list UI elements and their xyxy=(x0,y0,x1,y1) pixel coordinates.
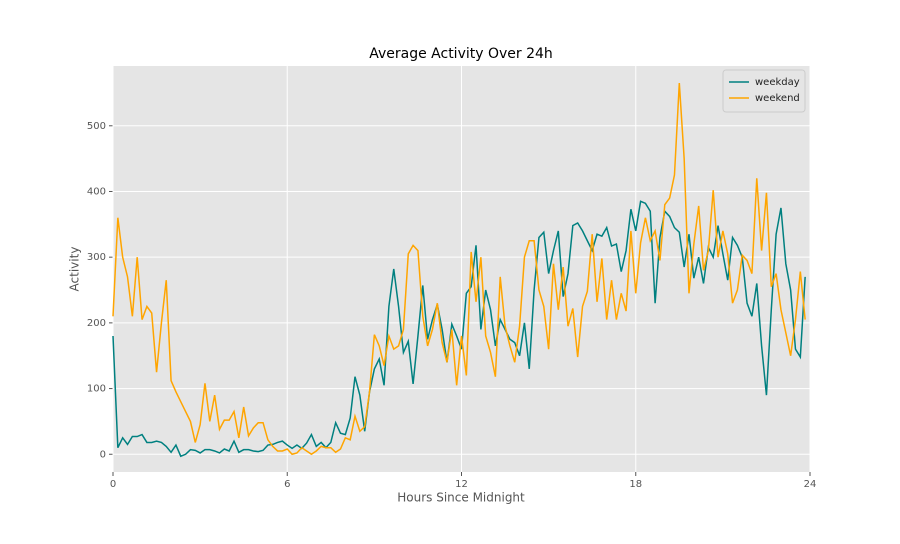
x-tick-label: 18 xyxy=(629,479,642,490)
y-tick-label: 0 xyxy=(100,449,106,460)
y-tick-label: 200 xyxy=(87,318,106,329)
chart-title: Average Activity Over 24h xyxy=(369,46,553,62)
x-tick-label: 0 xyxy=(110,479,116,490)
y-tick-label: 100 xyxy=(87,384,106,395)
y-tick-label: 300 xyxy=(87,252,106,263)
y-tick-label: 400 xyxy=(87,186,106,197)
line-series xyxy=(112,83,806,456)
x-axis-label: Hours Since Midnight xyxy=(397,491,525,505)
y-tick-label: 500 xyxy=(87,121,106,132)
x-tick-label: 12 xyxy=(455,479,468,490)
legend-label: weekday xyxy=(755,77,800,88)
x-tick-label: 6 xyxy=(284,479,290,490)
legend-box xyxy=(722,69,806,113)
line-series xyxy=(112,200,806,458)
legend-label: weekend xyxy=(755,93,800,104)
y-axis-label: Activity xyxy=(68,247,82,292)
x-tick-label: 24 xyxy=(804,479,817,490)
